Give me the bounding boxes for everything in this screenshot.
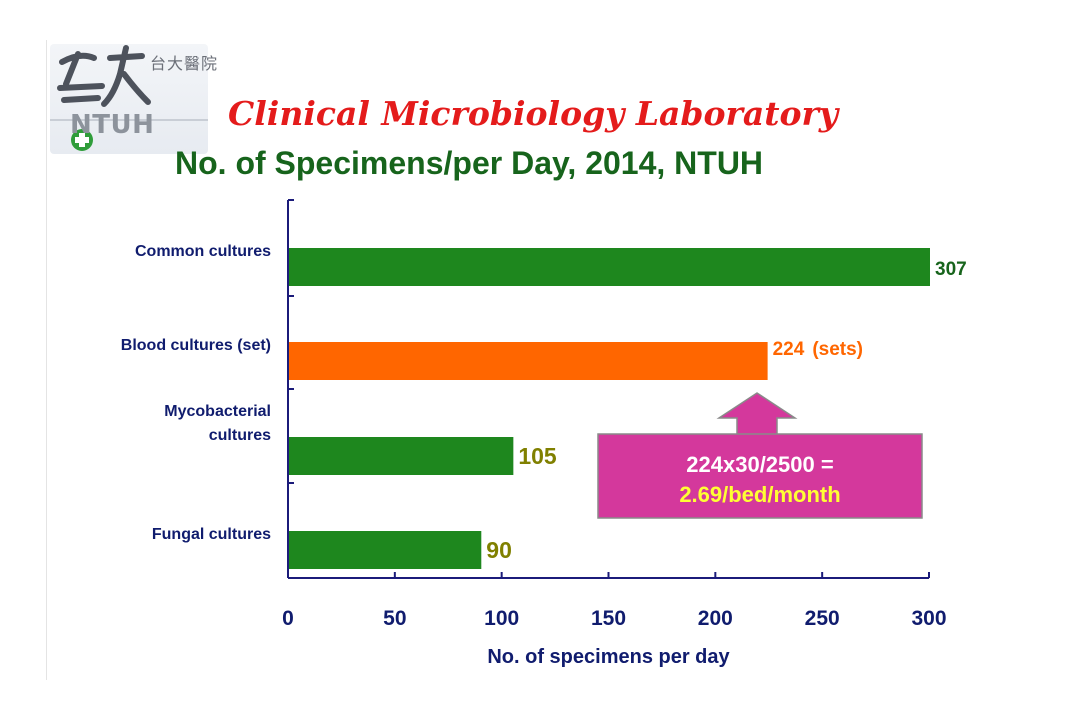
x-tick-label-4: 200 bbox=[698, 607, 733, 630]
callout-line-1: 224x30/2500 = bbox=[686, 452, 834, 477]
bar-2 bbox=[289, 437, 514, 475]
callout-line-2: 2.69/bed/month bbox=[679, 482, 841, 507]
category-label-3: Fungal cultures bbox=[152, 526, 271, 543]
x-tick-label-6: 300 bbox=[911, 607, 946, 630]
bar-0 bbox=[289, 248, 930, 286]
page-subtitle: No. of Specimens/per Day, 2014, NTUH bbox=[175, 145, 764, 181]
category-label-2-1: cultures bbox=[209, 427, 271, 444]
page-title: Clinical Microbiology Laboratory bbox=[228, 94, 839, 133]
callout-arrow-shape bbox=[716, 392, 798, 437]
category-label-2-0: Mycobacterial bbox=[164, 403, 271, 420]
callout-text: 224x30/2500 = 2.69/bed/month bbox=[600, 450, 920, 510]
x-tick-label-1: 50 bbox=[383, 607, 406, 630]
bar-1 bbox=[289, 342, 768, 380]
category-label-1: Blood cultures (set) bbox=[121, 337, 271, 354]
callout-arrow bbox=[597, 392, 923, 519]
x-tick-label-5: 250 bbox=[805, 607, 840, 630]
value-label-0: 307 bbox=[935, 259, 967, 280]
slide-edge bbox=[46, 40, 47, 680]
x-tick-label-0: 0 bbox=[282, 607, 294, 630]
x-tick-label-2: 100 bbox=[484, 607, 519, 630]
ntuh-logo: 台大醫院 bbox=[50, 44, 217, 154]
category-label-0: Common cultures bbox=[135, 243, 271, 260]
logo-calligraphy-icon bbox=[50, 45, 208, 151]
x-tick-label-3: 150 bbox=[591, 607, 626, 630]
logo-text: 台大醫院 bbox=[150, 54, 219, 73]
value-suffix-1: (sets) bbox=[812, 339, 863, 360]
logo-org-name: NTUH bbox=[70, 110, 155, 140]
value-label-2: 105 bbox=[518, 443, 557, 469]
callout-box bbox=[597, 433, 923, 519]
bar-3 bbox=[289, 531, 482, 569]
value-label-1: 224 (sets) bbox=[773, 339, 863, 360]
value-label-3: 90 bbox=[486, 537, 512, 563]
x-axis-label: No. of specimens per day bbox=[487, 646, 730, 668]
